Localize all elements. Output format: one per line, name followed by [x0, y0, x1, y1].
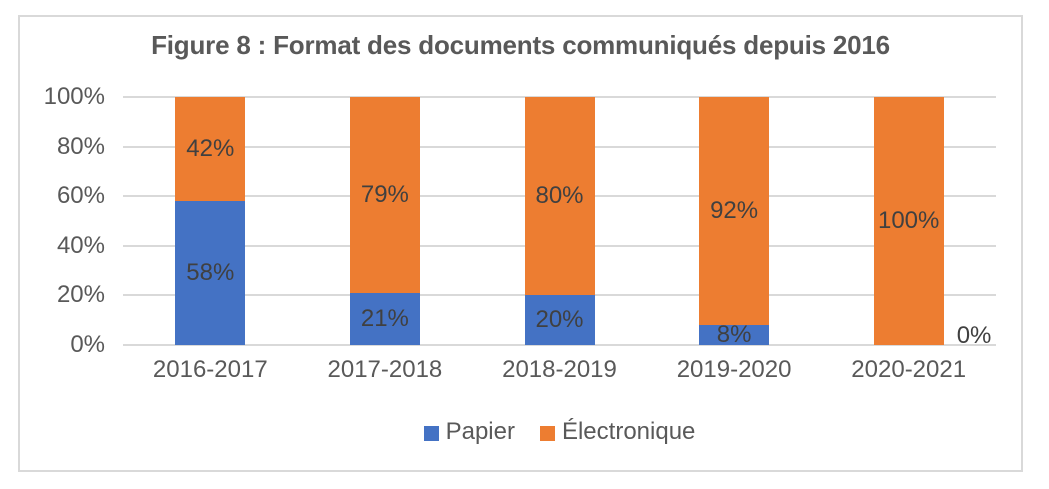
data-label-papier-2019-2020: 8% [716, 321, 752, 349]
x-tick-label-2016-2017: 2016-2017 [152, 356, 268, 383]
data-label-électronique-2016-2017: 42% [186, 135, 235, 163]
plot-area: 58% 42% 21% 79% 20% 80% 8% 92% 0% 100% [123, 96, 996, 349]
y-tick-label: 80% [56, 132, 105, 160]
bar-segment-électronique-2020-2021 [873, 97, 944, 345]
gridline-100% [123, 96, 996, 98]
legend-swatch-papier [423, 425, 439, 441]
legend-item-papier: Papier [423, 418, 515, 446]
gridline-0% [123, 344, 996, 346]
y-axis: 0% 20% 40% 60% 80% 100% [12, 83, 105, 358]
y-tick-label: 20% [56, 281, 105, 309]
bar-segment-papier-2017-2018 [349, 292, 420, 345]
bar-segment-électronique-2017-2018 [349, 97, 420, 293]
y-tick-label: 100% [43, 83, 105, 110]
y-tick-label: 40% [56, 231, 105, 259]
y-tick-label: 0% [70, 331, 105, 358]
x-tick-label-2020-2021: 2020-2021 [851, 356, 967, 383]
data-label-électronique-2019-2020: 92% [710, 197, 759, 225]
x-tick-label-2019-2020: 2019-2020 [676, 356, 792, 383]
x-axis: 2016-2017 2017-2018 2018-2019 2019-2020 2020… [123, 356, 996, 386]
x-tick-label-2017-2018: 2017-2018 [327, 356, 443, 383]
data-label-papier-2018-2019: 20% [535, 306, 584, 334]
legend-item-électronique: Électronique [539, 418, 696, 446]
legend-swatch-électronique [539, 425, 555, 441]
data-label-papier-2017-2018: 21% [360, 304, 409, 332]
data-label-électronique-2017-2018: 79% [360, 180, 409, 208]
bar-segment-papier-2018-2019 [524, 295, 595, 345]
legend-label: Électronique [561, 418, 696, 445]
data-label-papier-2016-2017: 58% [186, 259, 235, 287]
bar-segment-électronique-2016-2017 [175, 97, 246, 202]
y-tick-label: 60% [56, 182, 105, 210]
bar-segment-électronique-2019-2020 [699, 97, 770, 326]
data-label-électronique-2020-2021: 100% [877, 207, 940, 234]
data-label-papier-2020-2021: 0% [956, 322, 992, 349]
data-label-électronique-2018-2019: 80% [535, 182, 584, 210]
legend-label: Papier [445, 418, 515, 445]
bar-segment-électronique-2018-2019 [524, 97, 595, 296]
legend: Papier Électronique [123, 418, 996, 446]
bar-segment-papier-2016-2017 [175, 201, 246, 345]
x-tick-label-2018-2019: 2018-2019 [502, 356, 617, 383]
chart-title: Figure 8 : Format des documents communiq… [151, 30, 890, 60]
bar-segment-papier-2019-2020 [699, 325, 770, 345]
